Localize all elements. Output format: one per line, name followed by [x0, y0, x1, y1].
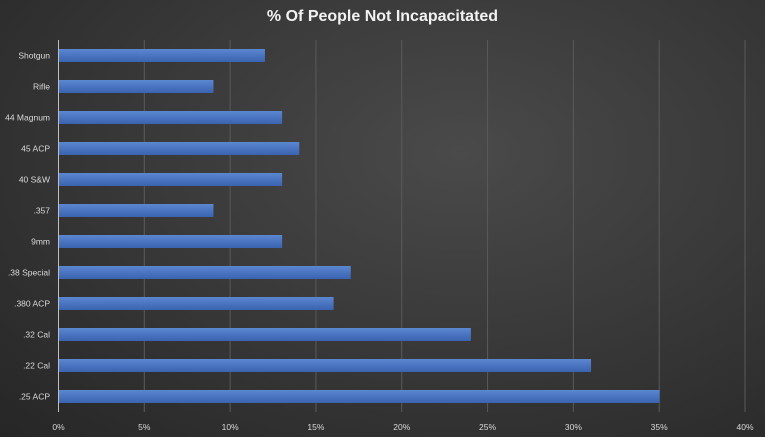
y-tick-label: 44 Magnum: [5, 113, 50, 123]
y-tick-label: .380 ACP: [14, 299, 50, 309]
x-tick-label: 30%: [565, 422, 582, 432]
chart-title: % Of People Not Incapacitated: [266, 8, 499, 25]
bar: [59, 49, 265, 62]
x-tick-label: 15%: [307, 422, 324, 432]
bar: [59, 142, 300, 155]
bar: [59, 204, 214, 217]
y-tick-label: .357: [33, 206, 50, 216]
bar: [59, 328, 471, 341]
y-tick-label: Shotgun: [18, 51, 50, 61]
bar: [59, 111, 283, 124]
y-tick-label: 40 S&W: [19, 175, 50, 185]
y-tick-label: .32 Cal: [23, 330, 50, 340]
x-tick-label: 35%: [651, 422, 668, 432]
x-tick-label: 0%: [52, 422, 65, 432]
bar: [59, 359, 592, 372]
y-tick-label: .38 Special: [8, 268, 50, 278]
x-tick-label: 20%: [393, 422, 410, 432]
y-tick-label: 9mm: [31, 237, 50, 247]
bar: [59, 390, 660, 403]
bar: [59, 266, 351, 279]
y-tick-label: Rifle: [33, 82, 50, 92]
x-tick-label: 5%: [138, 422, 151, 432]
bar: [59, 173, 283, 186]
bar: [59, 297, 334, 310]
y-tick-label: .22 Cal: [23, 361, 50, 371]
x-tick-label: 25%: [479, 422, 496, 432]
y-tick-label: 45 ACP: [21, 144, 50, 154]
bar: [59, 235, 283, 248]
y-tick-label: .25 ACP: [19, 392, 51, 402]
x-tick-label: 10%: [222, 422, 239, 432]
x-tick-label: 40%: [736, 422, 753, 432]
bar: [59, 80, 214, 93]
